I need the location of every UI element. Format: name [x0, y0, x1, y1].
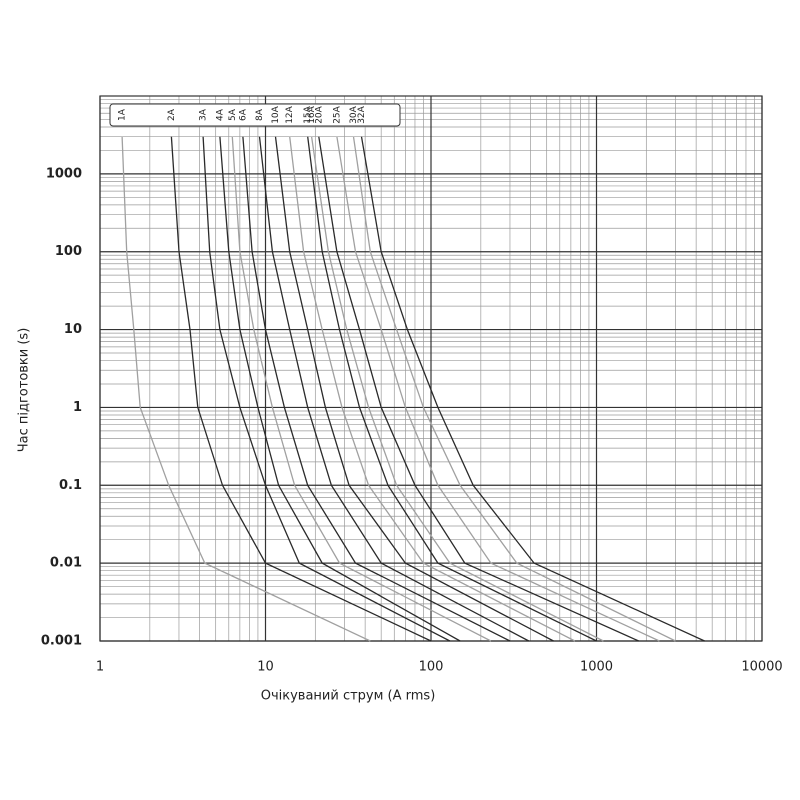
series-label: 16A: [307, 105, 317, 123]
y-tick-label: 10: [64, 322, 82, 337]
x-tick-label: 10000: [741, 660, 782, 675]
series-label: 20A: [314, 105, 324, 123]
series-line: [202, 136, 451, 642]
series-label: 15A: [303, 105, 313, 123]
x-tick-label: 10: [257, 660, 274, 675]
y-tick-label: 0.01: [50, 556, 82, 571]
series-label: 30A: [349, 105, 359, 123]
x-tick-label: 100: [419, 660, 444, 675]
series-line: [307, 136, 597, 642]
series-label: 3A: [199, 108, 209, 121]
series-label: 8A: [255, 108, 265, 121]
label-box: [109, 103, 401, 127]
x-tick-label: 1000: [580, 660, 613, 675]
y-tick-label: 0.1: [59, 478, 82, 493]
series-line: [289, 136, 576, 642]
y-tick-label: 100: [55, 244, 82, 259]
series-line: [352, 136, 676, 642]
x-axis-label: Очікуваний струм (A rms): [261, 689, 436, 704]
series-line: [274, 136, 554, 642]
series-line: [231, 136, 492, 642]
series-label: 25A: [332, 105, 342, 123]
series-label: 5A: [228, 108, 238, 121]
series-label: 4A: [215, 108, 225, 121]
series-line: [219, 136, 461, 642]
series-label: 32A: [357, 105, 367, 123]
y-tick-label: 0.001: [41, 634, 82, 649]
series-line: [121, 136, 371, 642]
series-line: [360, 136, 705, 642]
series-label: 10A: [271, 105, 281, 123]
y-axis-label: Час підготовки (s): [17, 328, 32, 453]
x-tick-label: 1: [96, 660, 104, 675]
series-label: 12A: [285, 105, 295, 123]
series-line: [242, 136, 511, 642]
series-label: 6A: [238, 108, 248, 121]
series-line: [258, 136, 530, 642]
y-tick-label: 1000: [46, 166, 82, 181]
series-line: [170, 136, 432, 642]
y-tick-label: 1: [73, 400, 82, 415]
series-line: [336, 136, 660, 642]
series-label: 2A: [167, 108, 177, 121]
series-line: [318, 136, 639, 642]
series-label: 1A: [118, 108, 128, 121]
series-line: [310, 136, 604, 642]
